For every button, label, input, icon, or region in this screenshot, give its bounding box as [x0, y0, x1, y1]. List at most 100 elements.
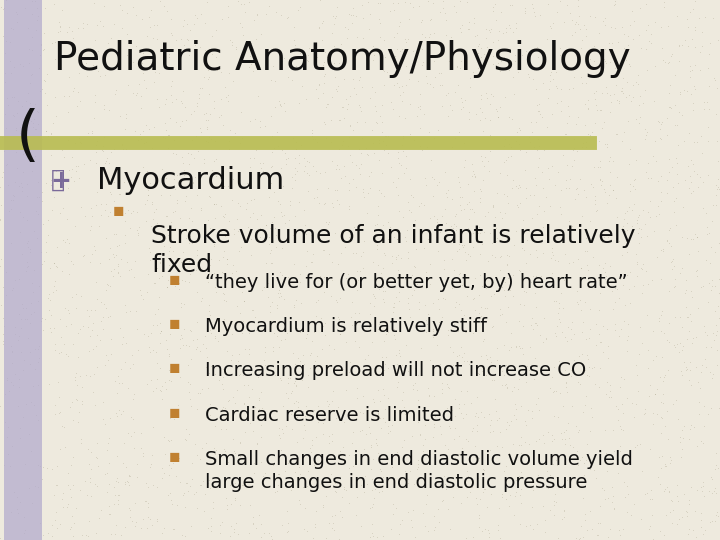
Point: [9, 370, 20, 379]
Point: [179, 503, 191, 511]
Point: [438, 410, 449, 418]
Point: [346, 313, 357, 321]
Point: [636, 467, 648, 475]
Point: [387, 0, 399, 8]
Point: [147, 321, 158, 329]
Point: [714, 219, 720, 228]
Point: [454, 400, 465, 408]
Point: [580, 32, 592, 40]
Point: [703, 279, 715, 287]
Point: [449, 88, 461, 97]
Point: [601, 143, 613, 151]
Point: [692, 233, 703, 241]
Point: [644, 36, 655, 45]
Point: [446, 50, 458, 58]
Point: [333, 82, 344, 90]
Point: [536, 113, 547, 122]
Point: [526, 0, 538, 9]
Point: [390, 254, 402, 263]
Point: [662, 407, 673, 415]
Point: [472, 369, 484, 377]
Point: [62, 136, 73, 144]
Point: [464, 488, 476, 496]
Point: [588, 42, 600, 50]
Point: [563, 112, 575, 121]
Point: [424, 450, 436, 458]
Point: [125, 307, 136, 315]
Point: [229, 129, 240, 138]
Point: [294, 270, 305, 279]
Point: [446, 255, 458, 264]
Point: [412, 465, 423, 474]
Point: [572, 184, 583, 193]
Point: [472, 228, 483, 237]
Point: [439, 480, 451, 488]
Point: [217, 15, 228, 23]
Point: [684, 496, 696, 505]
Point: [7, 110, 19, 119]
Point: [448, 492, 459, 501]
Point: [714, 435, 720, 444]
Point: [354, 101, 365, 110]
Point: [695, 437, 706, 445]
Point: [685, 62, 696, 71]
Point: [622, 320, 634, 328]
Point: [66, 522, 77, 531]
Point: [652, 117, 664, 125]
Point: [512, 385, 523, 394]
Point: [99, 360, 111, 369]
Point: [204, 261, 216, 269]
Point: [468, 293, 480, 302]
Point: [310, 523, 321, 531]
Point: [158, 2, 170, 10]
Point: [16, 102, 27, 111]
Point: [649, 18, 661, 26]
Point: [413, 396, 424, 405]
Point: [134, 286, 145, 294]
Point: [350, 249, 361, 258]
Point: [607, 426, 618, 434]
Point: [654, 119, 666, 128]
Point: [481, 43, 492, 52]
Point: [392, 45, 403, 53]
Point: [534, 330, 546, 339]
Point: [397, 443, 408, 451]
Point: [454, 268, 466, 277]
Point: [122, 258, 133, 266]
Point: [460, 328, 472, 337]
Point: [204, 132, 215, 141]
Point: [116, 5, 127, 14]
Point: [166, 500, 178, 509]
Point: [494, 103, 505, 111]
Point: [424, 260, 436, 269]
Point: [416, 45, 428, 53]
Point: [595, 106, 606, 114]
Point: [576, 273, 588, 282]
Point: [155, 386, 166, 395]
Point: [510, 404, 521, 413]
Point: [17, 303, 29, 312]
Point: [374, 414, 386, 422]
Point: [539, 48, 550, 57]
Point: [667, 255, 678, 264]
Point: [671, 520, 683, 529]
Point: [506, 1, 518, 10]
Point: [531, 146, 543, 154]
Point: [83, 312, 94, 320]
Point: [656, 197, 667, 205]
Point: [590, 13, 601, 22]
Point: [218, 181, 230, 190]
Point: [104, 480, 115, 488]
Point: [125, 412, 136, 421]
Point: [220, 93, 232, 102]
Point: [590, 86, 602, 95]
Point: [697, 482, 708, 490]
Point: [194, 94, 205, 103]
Point: [378, 366, 390, 375]
Point: [373, 320, 384, 328]
Point: [485, 489, 497, 498]
Point: [513, 265, 525, 274]
Point: [377, 168, 388, 177]
Point: [549, 256, 560, 265]
Point: [19, 513, 30, 522]
